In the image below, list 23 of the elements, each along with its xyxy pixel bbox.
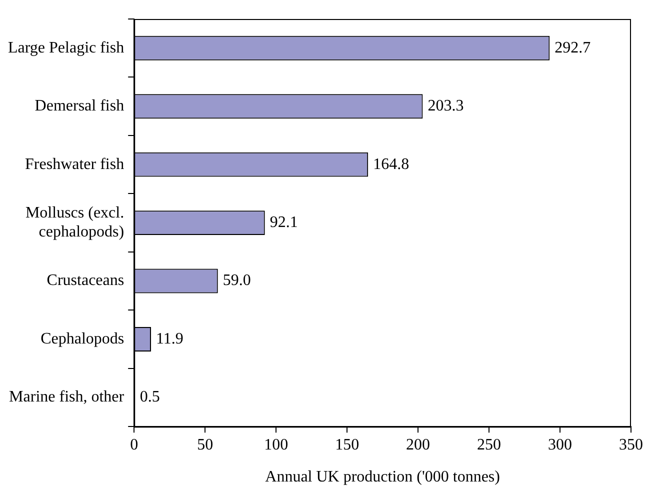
y-tick-label: Freshwater fish	[25, 156, 124, 173]
data-label: 92.1	[270, 214, 298, 232]
x-tick-label: 200	[406, 436, 430, 454]
data-label: 292.7	[554, 39, 591, 56]
y-tick-label: Demersal fish	[34, 98, 124, 115]
x-tick-label: 250	[477, 436, 502, 454]
y-tick-label: Marine fish, other	[9, 388, 125, 406]
x-tick-label: 350	[619, 436, 643, 454]
x-tick-label: 100	[264, 436, 288, 454]
data-label: 0.5	[140, 388, 160, 406]
x-axis-title: Annual UK production ('000 tonnes)	[265, 468, 500, 486]
y-tick-label: Crustaceans	[46, 272, 124, 290]
x-tick-label: 300	[548, 436, 572, 454]
y-tick-label: Large Pelagic fish	[8, 39, 124, 56]
data-label: 203.3	[428, 98, 464, 115]
x-tick-label: 150	[335, 436, 360, 454]
data-label: 59.0	[222, 272, 251, 290]
x-tick-label: 0	[130, 436, 138, 454]
data-label: 11.9	[156, 330, 184, 348]
y-tick-label: Cephalopods	[40, 330, 124, 348]
data-label: 164.8	[373, 156, 410, 173]
x-tick-label: 50	[197, 436, 214, 454]
y-tick-label: Molluscs (excl. cephalopods)	[25, 204, 124, 241]
